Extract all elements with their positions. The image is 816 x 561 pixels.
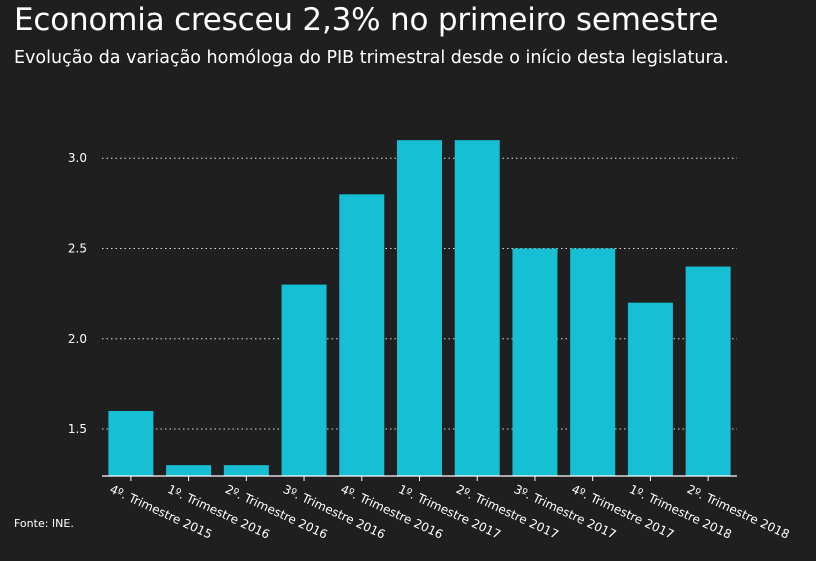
y-tick-label: 2.5 [68, 241, 87, 255]
x-tick-label: 1º. Trimestre 2018 [627, 482, 734, 542]
y-tick-label: 3.0 [68, 151, 87, 165]
bar [108, 410, 154, 476]
chart-subtitle: Evolução da variação homóloga do PIB tri… [14, 48, 729, 68]
y-tick-labels: 1.5 2.0 2.5 3.0 [68, 151, 87, 436]
bar [397, 140, 442, 476]
bar [339, 194, 385, 476]
bar [166, 465, 212, 476]
x-tick-label: 4º. Trimestre 2017 [569, 482, 676, 542]
y-tick-label: 1.5 [68, 422, 87, 436]
x-tick-label: 4º. Trimestre 2015 [108, 482, 215, 542]
bar [454, 140, 500, 476]
x-tick-label: 2º. Trimestre 2017 [454, 482, 561, 542]
bars [108, 140, 731, 476]
bar [570, 248, 616, 476]
x-tick-label: 4º. Trimestre 2016 [339, 482, 446, 542]
x-tick-label: 1º. Trimestre 2017 [396, 482, 503, 542]
bar [685, 266, 731, 476]
y-tick-label: 2.0 [68, 332, 87, 346]
x-tick-label: 3º. Trimestre 2016 [281, 482, 388, 542]
chart-title: Economia cresceu 2,3% no primeiro semest… [14, 2, 719, 38]
source-note: Fonte: INE. [14, 517, 74, 530]
bar [512, 248, 558, 476]
x-tick-label: 2º. Trimestre 2016 [223, 482, 330, 542]
x-tick-label: 2º. Trimestre 2018 [685, 482, 792, 542]
bar [281, 284, 327, 476]
x-axis [102, 475, 737, 481]
bar [627, 302, 673, 476]
x-tick-label: 1º. Trimestre 2016 [165, 482, 272, 542]
bar [223, 465, 269, 476]
x-tick-label: 3º. Trimestre 2017 [512, 482, 619, 542]
